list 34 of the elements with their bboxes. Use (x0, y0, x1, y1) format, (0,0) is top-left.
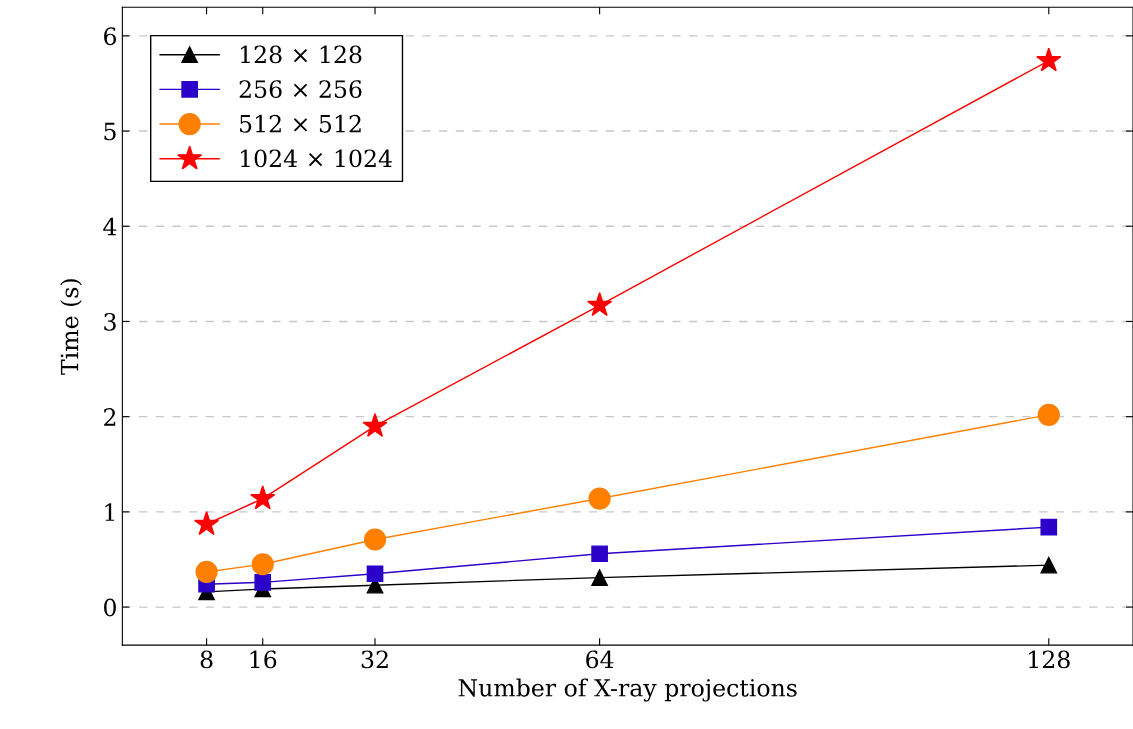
legend-label: 512 × 512 (240, 114, 361, 133)
point (591, 545, 608, 563)
y-axis-title: Time (s) (60, 279, 82, 375)
point (362, 412, 388, 438)
point (591, 569, 608, 586)
point (1037, 403, 1060, 426)
y-tick-label: 1 (105, 503, 115, 521)
point (250, 485, 276, 510)
point (1036, 47, 1062, 72)
x-tick-label: 64 (586, 650, 614, 669)
point (363, 528, 387, 551)
x-axis-title: Number of X-ray projections (458, 678, 797, 702)
point (366, 565, 384, 583)
y-tick-label: 0 (104, 598, 116, 617)
y-tick-label: 5 (104, 122, 116, 141)
y-tick-label: 4 (103, 217, 117, 236)
legend-label: 128 × 128 (240, 45, 362, 64)
point (254, 573, 272, 591)
point (195, 560, 218, 583)
point (1040, 518, 1058, 536)
point (194, 511, 220, 536)
x-tick-label: 8 (200, 650, 213, 669)
legend-label: 256 × 256 (239, 80, 362, 98)
point (587, 292, 613, 317)
x-tick-label: 128 (1029, 650, 1070, 669)
y-tick-label: 6 (104, 27, 117, 46)
y-tick-label: 2 (104, 408, 116, 426)
x-tick-label: 16 (250, 650, 277, 669)
legend-label: 1024 × 1024 (240, 149, 392, 168)
x-tick-label: 32 (361, 650, 388, 669)
y-tick-label: 3 (104, 312, 116, 331)
point (1040, 556, 1058, 574)
point (588, 487, 611, 510)
point (251, 553, 274, 576)
